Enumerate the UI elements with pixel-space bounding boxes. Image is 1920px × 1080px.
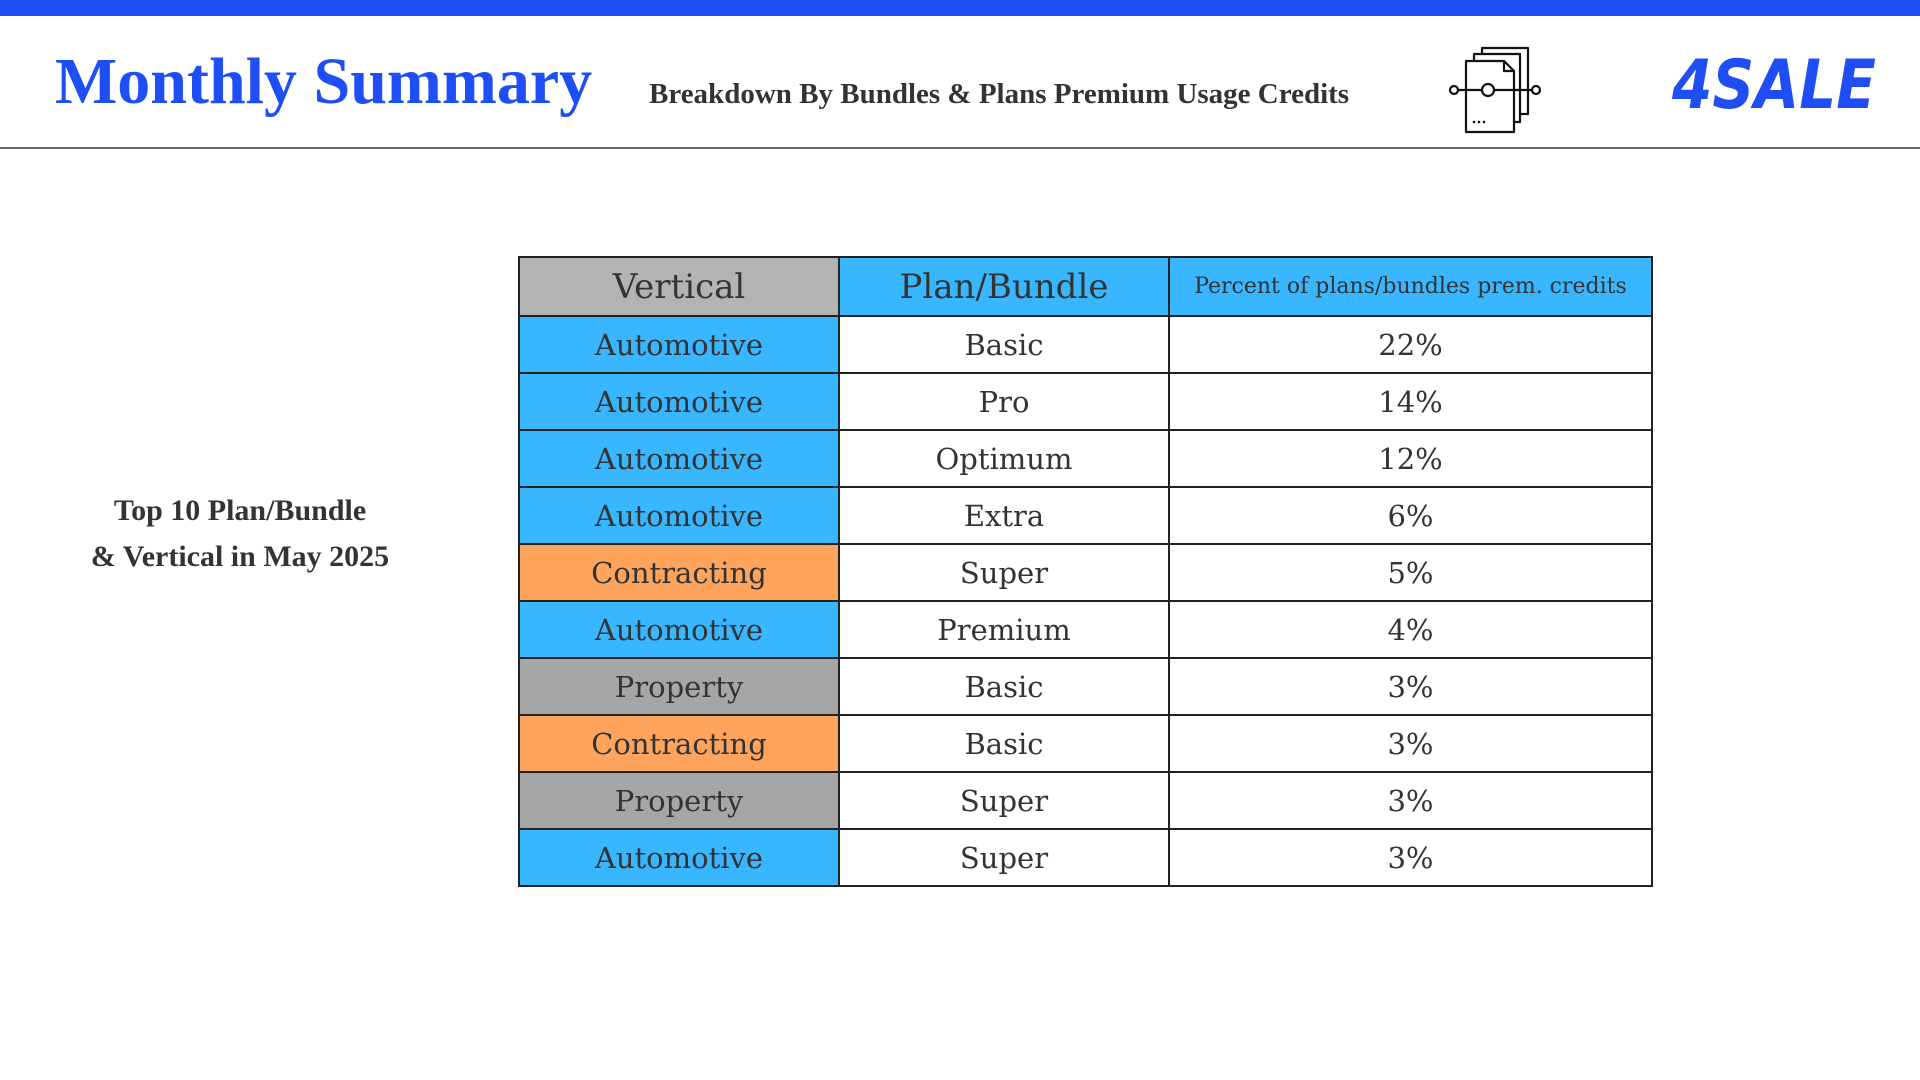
cell-percent: 14% <box>1168 372 1653 431</box>
table-row: Contracting Super 5% <box>518 543 1653 602</box>
table-row: Automotive Basic 22% <box>518 315 1653 374</box>
cell-percent: 3% <box>1168 828 1653 887</box>
header-plan-bundle: Plan/Bundle <box>838 256 1170 317</box>
cell-vertical: Automotive <box>518 600 840 659</box>
cell-vertical: Contracting <box>518 543 840 602</box>
cell-plan: Pro <box>838 372 1170 431</box>
cell-vertical: Automotive <box>518 486 840 545</box>
table-row: Contracting Basic 3% <box>518 714 1653 773</box>
cell-plan: Basic <box>838 714 1170 773</box>
cell-vertical: Automotive <box>518 372 840 431</box>
cell-plan: Super <box>838 828 1170 887</box>
table-row: Automotive Pro 14% <box>518 372 1653 431</box>
brand-logo-text: 4SALE <box>1672 50 1876 120</box>
cell-percent: 6% <box>1168 486 1653 545</box>
cell-percent: 12% <box>1168 429 1653 488</box>
table-header-row: Vertical Plan/Bundle Percent of plans/bu… <box>518 256 1653 317</box>
top-accent-bar <box>0 0 1920 16</box>
header-divider <box>0 147 1920 149</box>
cell-vertical: Automotive <box>518 315 840 374</box>
header-vertical: Vertical <box>518 256 840 317</box>
plan-bundle-table: Vertical Plan/Bundle Percent of plans/bu… <box>518 256 1653 887</box>
cell-plan: Extra <box>838 486 1170 545</box>
table-caption: Top 10 Plan/Bundle & Vertical in May 202… <box>60 488 420 580</box>
cell-plan: Basic <box>838 657 1170 716</box>
cell-percent: 3% <box>1168 657 1653 716</box>
document-stack-icon <box>1448 46 1542 136</box>
cell-plan: Premium <box>838 600 1170 659</box>
cell-vertical: Contracting <box>518 714 840 773</box>
table-row: Automotive Optimum 12% <box>518 429 1653 488</box>
cell-percent: 22% <box>1168 315 1653 374</box>
cell-percent: 3% <box>1168 771 1653 830</box>
table-row: Property Basic 3% <box>518 657 1653 716</box>
cell-percent: 4% <box>1168 600 1653 659</box>
cell-vertical: Property <box>518 771 840 830</box>
cell-percent: 5% <box>1168 543 1653 602</box>
table-row: Property Super 3% <box>518 771 1653 830</box>
cell-vertical: Automotive <box>518 828 840 887</box>
brand-logo: 4SALE <box>1671 46 1878 125</box>
cell-vertical: Automotive <box>518 429 840 488</box>
table-row: Automotive Super 3% <box>518 828 1653 887</box>
table-caption-line1: Top 10 Plan/Bundle <box>113 494 367 527</box>
cell-plan: Super <box>838 543 1170 602</box>
cell-vertical: Property <box>518 657 840 716</box>
cell-plan: Basic <box>838 315 1170 374</box>
header-percent: Percent of plans/bundles prem. credits <box>1168 256 1653 317</box>
table-caption-line2: & Vertical in May 2025 <box>90 540 390 573</box>
cell-plan: Super <box>838 771 1170 830</box>
cell-percent: 3% <box>1168 714 1653 773</box>
cell-plan: Optimum <box>838 429 1170 488</box>
table-row: Automotive Extra 6% <box>518 486 1653 545</box>
page-title: Monthly Summary <box>55 45 593 118</box>
page-subtitle: Breakdown By Bundles & Plans Premium Usa… <box>649 78 1350 110</box>
table-row: Automotive Premium 4% <box>518 600 1653 659</box>
